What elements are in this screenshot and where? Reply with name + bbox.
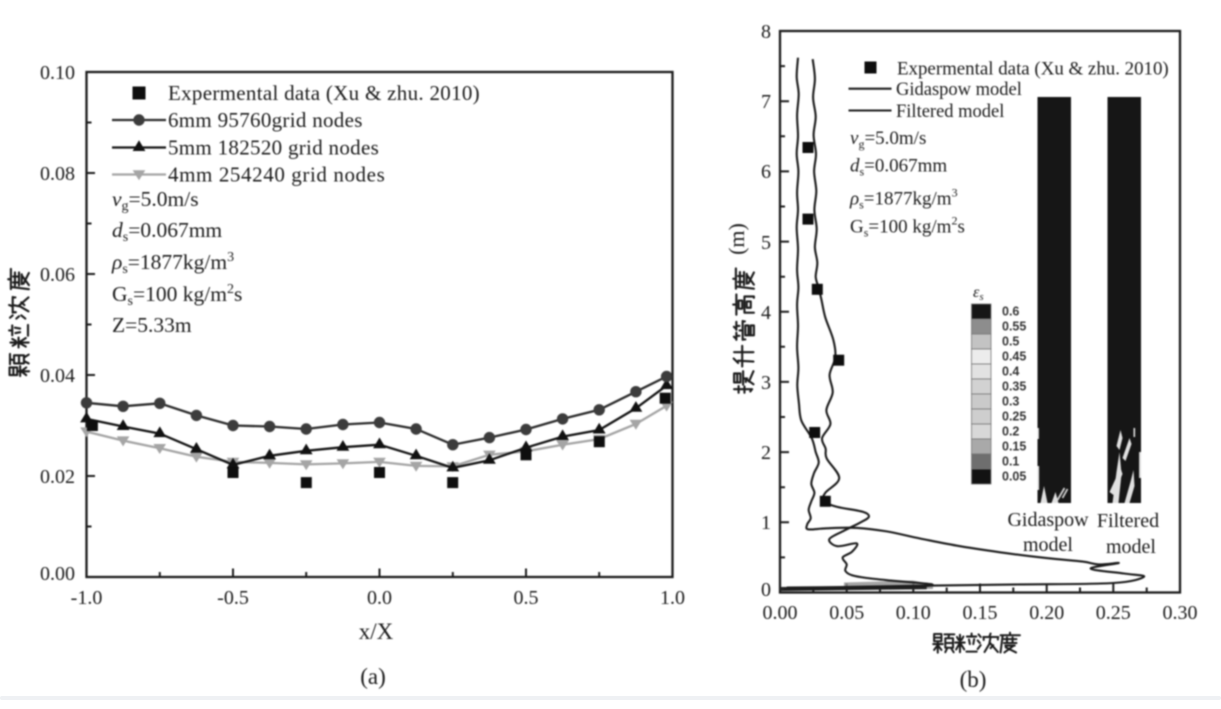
svg-text:vg=5.0m/s: vg=5.0m/s: [112, 187, 199, 214]
svg-text:0.30: 0.30: [1163, 602, 1198, 624]
svg-text:0.15: 0.15: [1002, 440, 1026, 454]
svg-text:7: 7: [761, 91, 771, 113]
svg-text:6: 6: [761, 161, 771, 183]
svg-text:4mm 254240 grid nodes: 4mm 254240 grid nodes: [168, 163, 385, 187]
svg-text:1: 1: [761, 512, 771, 534]
svg-text:0.06: 0.06: [40, 264, 75, 286]
svg-text:5: 5: [761, 232, 771, 254]
svg-text:0.04: 0.04: [40, 365, 75, 387]
svg-text:-0.5: -0.5: [217, 587, 249, 609]
svg-text:0.3: 0.3: [1002, 395, 1019, 409]
svg-text:5mm 182520 grid nodes: 5mm 182520 grid nodes: [168, 136, 379, 160]
svg-text:vg=5.0m/s: vg=5.0m/s: [850, 128, 926, 151]
svg-text:0: 0: [761, 579, 771, 601]
svg-text:model: model: [1106, 536, 1156, 558]
svg-text:0.15: 0.15: [963, 602, 998, 624]
svg-text:(a): (a): [360, 664, 386, 689]
svg-text:εs: εs: [973, 284, 984, 303]
svg-text:4: 4: [761, 302, 771, 324]
svg-text:6mm 95760grid nodes: 6mm 95760grid nodes: [168, 108, 363, 132]
svg-text:0.0: 0.0: [367, 587, 392, 609]
svg-text:ρs=1877kg/m3: ρs=1877kg/m3: [111, 250, 234, 277]
svg-text:3: 3: [761, 372, 771, 394]
svg-text:Gs=100 kg/m2s: Gs=100 kg/m2s: [112, 282, 242, 309]
svg-text:0.4: 0.4: [1002, 365, 1019, 379]
svg-text:x/X: x/X: [359, 619, 394, 644]
svg-text:Filtered model: Filtered model: [896, 102, 1004, 122]
svg-text:2: 2: [761, 442, 771, 464]
svg-text:Gidaspow model: Gidaspow model: [896, 80, 1022, 100]
svg-text:Expermental data (Xu & zhu. 20: Expermental data (Xu & zhu. 2010): [897, 59, 1169, 80]
svg-text:-1.0: -1.0: [71, 587, 103, 609]
svg-text:ρs=1877kg/m3: ρs=1877kg/m3: [849, 186, 958, 212]
svg-text:(b): (b): [960, 667, 987, 692]
svg-text:0.35: 0.35: [1002, 380, 1026, 394]
svg-text:1.0: 1.0: [660, 587, 685, 609]
svg-text:model: model: [1023, 534, 1073, 556]
svg-text:Gidaspow: Gidaspow: [1007, 509, 1089, 531]
svg-text:Z=5.33m: Z=5.33m: [112, 313, 192, 337]
svg-text:0.2: 0.2: [1002, 425, 1019, 439]
svg-text:0.5: 0.5: [1002, 335, 1019, 349]
svg-text:ds=0.067mm: ds=0.067mm: [850, 156, 947, 179]
svg-text:0.5: 0.5: [514, 587, 539, 609]
svg-text:0.25: 0.25: [1002, 410, 1026, 424]
svg-text:0.1: 0.1: [1002, 455, 1019, 469]
svg-text:8: 8: [761, 21, 771, 43]
svg-text:0.55: 0.55: [1002, 320, 1026, 334]
svg-text:Expermental data (Xu & zhu. 20: Expermental data (Xu & zhu. 2010): [168, 81, 480, 105]
svg-text:ds=0.067mm: ds=0.067mm: [112, 218, 222, 245]
svg-text:(m): (m): [724, 223, 749, 255]
svg-text:Filtered: Filtered: [1097, 510, 1159, 532]
svg-text:0.20: 0.20: [1029, 602, 1064, 624]
svg-text:0.10: 0.10: [40, 62, 75, 84]
svg-text:0.6: 0.6: [1002, 305, 1019, 319]
svg-text:0.45: 0.45: [1002, 350, 1026, 364]
svg-text:0.08: 0.08: [40, 163, 75, 185]
svg-text:0.25: 0.25: [1096, 602, 1131, 624]
svg-text:0.00: 0.00: [763, 602, 798, 624]
svg-text:0.02: 0.02: [40, 466, 75, 488]
svg-text:Gs=100 kg/m2s: Gs=100 kg/m2s: [850, 214, 965, 240]
svg-text:0.05: 0.05: [1002, 470, 1026, 484]
svg-text:0.00: 0.00: [40, 563, 75, 585]
svg-text:0.10: 0.10: [896, 602, 931, 624]
svg-text:0.05: 0.05: [829, 602, 864, 624]
